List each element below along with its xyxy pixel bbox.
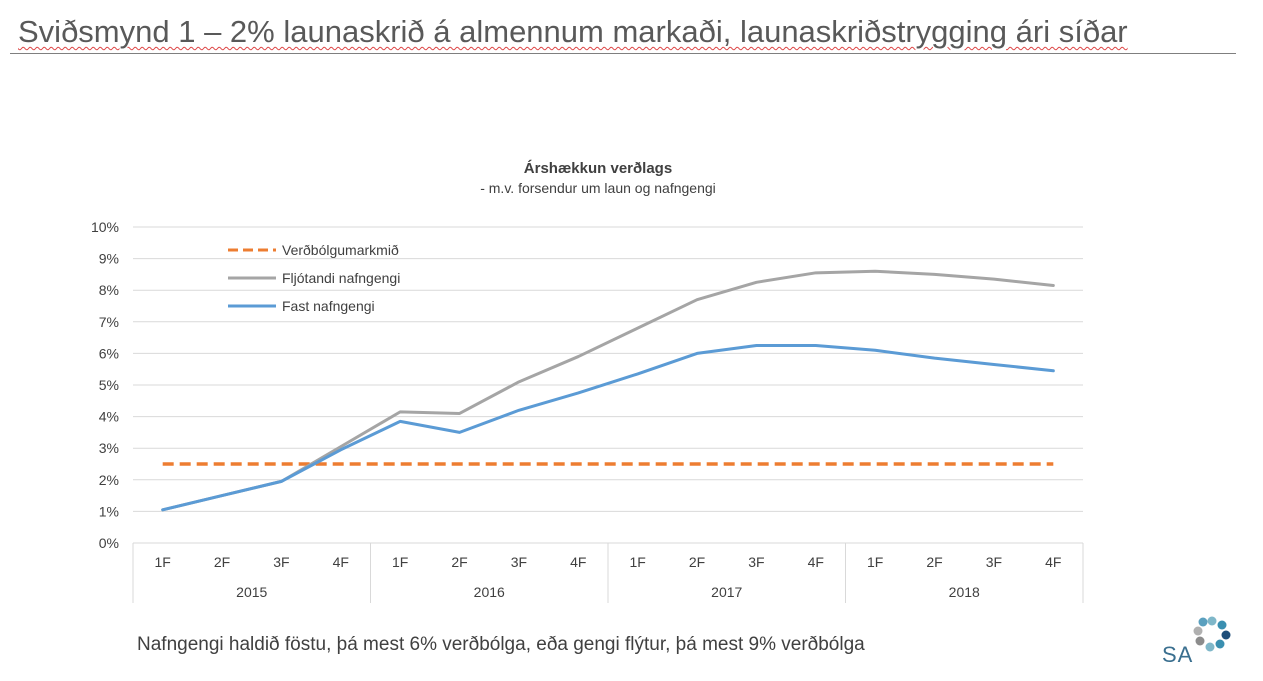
x-tick-label: 3F <box>748 554 764 570</box>
year-label: 2016 <box>474 584 505 600</box>
legend-label: Verðbólgumarkmið <box>282 242 399 258</box>
x-tick-label: 4F <box>333 554 349 570</box>
y-tick-label: 0% <box>99 535 119 551</box>
logo-dots-icon <box>1193 616 1231 652</box>
y-tick-label: 10% <box>91 219 119 235</box>
legend-label: Fast nafngengi <box>282 298 375 314</box>
x-tick-label: 3F <box>511 554 527 570</box>
chart-subtitle: - m.v. forsendur um laun og nafngengi <box>480 180 716 196</box>
x-tick-label: 3F <box>273 554 289 570</box>
x-tick-label: 4F <box>808 554 824 570</box>
legend-label: Fljótandi nafngengi <box>282 270 400 286</box>
x-tick-label: 2F <box>451 554 467 570</box>
footer-note: Nafngengi haldið föstu, þá mest 6% verðb… <box>137 634 865 655</box>
y-tick-label: 6% <box>99 345 119 361</box>
x-tick-label: 1F <box>867 554 883 570</box>
x-tick-label: 1F <box>630 554 646 570</box>
logo-text: SA <box>1162 642 1194 667</box>
y-tick-label: 4% <box>99 409 119 425</box>
x-tick-label: 1F <box>392 554 408 570</box>
title-divider <box>10 53 1236 54</box>
series-line <box>161 344 1055 512</box>
y-tick-label: 7% <box>99 314 119 330</box>
x-tick-label: 2F <box>926 554 942 570</box>
y-tick-label: 8% <box>99 282 119 298</box>
chart-title: Árshækkun verðlags <box>524 160 672 177</box>
year-label: 2015 <box>236 584 267 600</box>
y-tick-label: 1% <box>99 503 119 519</box>
x-tick-label: 4F <box>570 554 586 570</box>
x-tick-label: 1F <box>155 554 171 570</box>
y-tick-label: 2% <box>99 472 119 488</box>
sa-logo: SA <box>1160 612 1240 672</box>
y-tick-label: 5% <box>99 377 119 393</box>
year-label: 2017 <box>711 584 742 600</box>
x-tick-label: 2F <box>214 554 230 570</box>
y-tick-label: 9% <box>99 251 119 267</box>
x-tick-label: 3F <box>986 554 1002 570</box>
slide-title: Sviðsmynd 1 – 2% launaskrið á almennum m… <box>18 14 1128 49</box>
y-tick-label: 3% <box>99 440 119 456</box>
x-tick-label: 4F <box>1045 554 1061 570</box>
year-label: 2018 <box>949 584 980 600</box>
x-tick-label: 2F <box>689 554 705 570</box>
